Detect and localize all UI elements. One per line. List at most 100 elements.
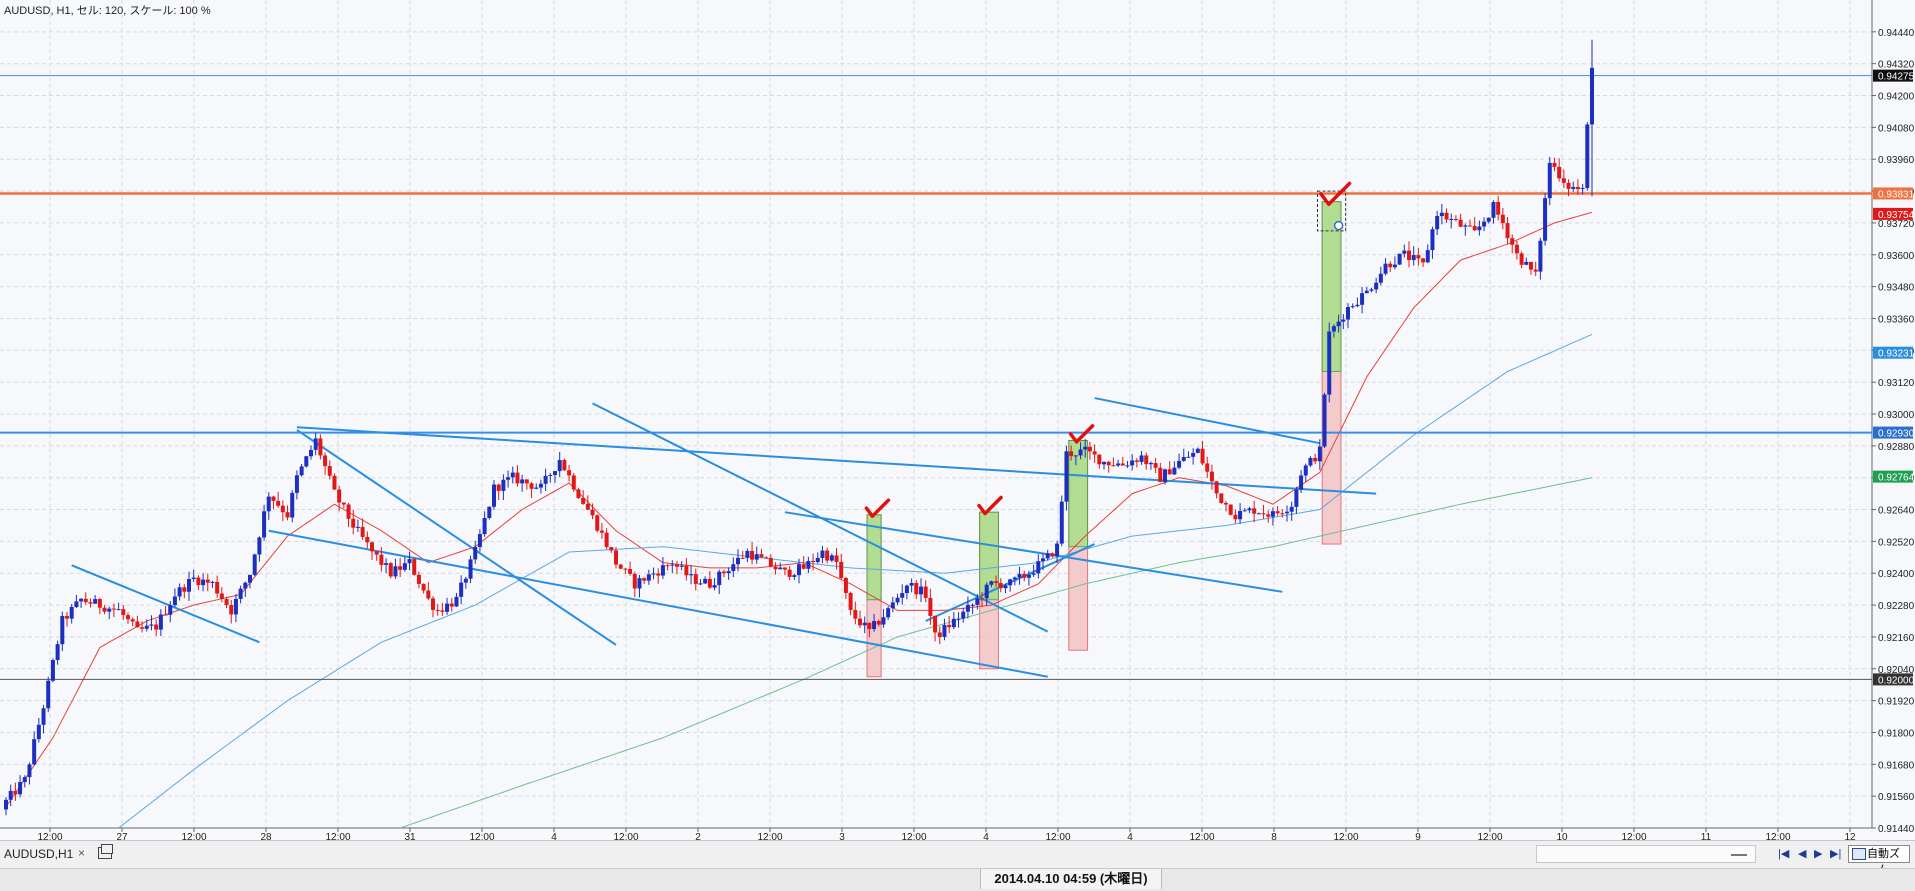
candle-body (707, 578, 712, 588)
candle-body (1247, 508, 1252, 511)
candle-body (1346, 307, 1350, 320)
y-tick-label: 0.91680 (1878, 760, 1915, 771)
y-tick-label: 0.93960 (1878, 155, 1915, 166)
y-tick-label: 0.93480 (1878, 283, 1915, 294)
candle-body (1003, 585, 1008, 589)
y-tick-label: 0.91560 (1878, 792, 1915, 803)
close-icon[interactable]: × (78, 846, 86, 860)
candle-body (463, 578, 468, 583)
candle-body (1547, 162, 1552, 199)
candle-body (97, 599, 102, 608)
candle-body (88, 602, 93, 604)
candle-body (529, 483, 534, 489)
x-tick-label: 12:00 (901, 832, 926, 840)
candle-body (567, 470, 572, 476)
candle-body (698, 583, 703, 585)
candle-body (271, 496, 276, 501)
candle-body (1439, 212, 1444, 217)
price-chart[interactable]: 0.94440 0.94320 0.94200 0.94080 0.93960 0.938… (0, 0, 1915, 840)
candle-body (1571, 186, 1576, 189)
candle-body (970, 604, 975, 606)
candle-body (1543, 198, 1548, 241)
price-tag-label: 0.92764 (1878, 473, 1915, 484)
candle-body (660, 565, 665, 576)
prev-page-button[interactable]: ◀ (1798, 848, 1807, 860)
x-tick-label: 2 (695, 832, 701, 840)
horizontal-scrollbar[interactable] (1536, 845, 1756, 863)
candle-body (1078, 449, 1083, 456)
candle-body (416, 574, 421, 584)
price-tag (1873, 207, 1913, 220)
candle-body (248, 574, 252, 583)
candle-body (210, 581, 215, 583)
candle-body (1087, 446, 1092, 452)
chart-area[interactable]: 0.94440 0.94320 0.94200 0.94080 0.93960 0.938… (0, 0, 1915, 840)
candle-body (224, 599, 229, 606)
candle-body (876, 621, 881, 625)
candle-body (923, 586, 928, 598)
candle-body (1045, 553, 1050, 559)
candle-body (412, 559, 417, 575)
price-tag-label: 0.93231 (1878, 349, 1915, 360)
candle-body (1444, 212, 1449, 220)
candle-body (548, 474, 553, 476)
candle-body (313, 438, 318, 450)
candle-body (1205, 463, 1210, 472)
auto-zoom-button[interactable]: 自動ズーム (1848, 845, 1910, 876)
last-page-button[interactable]: ▶| (1830, 848, 1842, 860)
checkmark-icon (864, 498, 891, 518)
candle-body (614, 550, 618, 565)
candle-body (337, 489, 342, 503)
candle-body (665, 565, 670, 567)
candle-body (604, 532, 609, 548)
candle-body (506, 477, 511, 480)
candle-body (299, 466, 304, 476)
x-tick-label: 12:00 (1477, 832, 1502, 840)
checkmark-icon (977, 495, 1003, 516)
candle-body (1163, 469, 1167, 482)
candle-body (1552, 162, 1557, 167)
candle-body (130, 619, 135, 622)
candle-body (656, 573, 661, 576)
candle-body (848, 592, 853, 610)
y-tick-label: 0.94440 (1878, 28, 1915, 39)
candle-body (1308, 457, 1313, 466)
candle-body (1425, 250, 1430, 263)
first-page-button[interactable]: |◀ (1778, 848, 1790, 860)
candle-body (1355, 304, 1360, 307)
candle-body (524, 479, 529, 484)
candle-body (1407, 250, 1411, 261)
symbol-tab[interactable]: AUDUSD,H1 (4, 847, 74, 861)
candle-body (168, 605, 173, 615)
candle-body (1294, 489, 1299, 507)
x-tick-label: 12:00 (1765, 832, 1790, 840)
candle-body (951, 618, 956, 628)
x-tick-label: 12:00 (469, 832, 494, 840)
candle-body (1496, 201, 1501, 215)
window-icon[interactable] (98, 844, 113, 859)
next-page-button[interactable]: ▶ (1814, 848, 1823, 860)
candle-body (853, 609, 858, 619)
x-tick-label: 9 (1415, 832, 1421, 840)
candle-body (1299, 475, 1304, 490)
candle-body (346, 504, 351, 519)
x-tick-label: 12:00 (613, 832, 638, 840)
candle-body (717, 571, 722, 586)
candle-body (1261, 513, 1266, 515)
trendline (296, 429, 617, 646)
candle-body (1491, 201, 1496, 218)
candle-body (858, 618, 862, 626)
candle-body (890, 602, 895, 609)
candle-body (543, 475, 548, 484)
candle-body (454, 596, 459, 607)
candle-body (163, 614, 168, 616)
price-tag-label: 0.93754 (1878, 210, 1915, 221)
candle-body (65, 615, 69, 619)
scroll-thumb[interactable] (1731, 854, 1747, 856)
y-tick-label: 0.92400 (1878, 569, 1915, 580)
x-tick-label: 4 (1127, 832, 1133, 840)
y-tick-label: 0.92280 (1878, 601, 1915, 612)
candle-body (872, 621, 877, 630)
candle-body (670, 564, 675, 566)
trendline (1094, 397, 1321, 445)
